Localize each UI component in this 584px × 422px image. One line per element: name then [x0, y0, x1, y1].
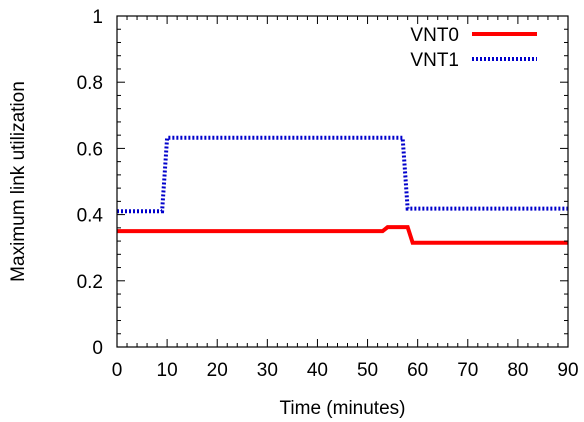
axis-ticks — [116, 15, 569, 348]
y-tick-label: 0.8 — [77, 73, 103, 94]
plot-lines — [117, 135, 568, 245]
x-tick-label: 10 — [157, 360, 178, 381]
x-tick-label: 0 — [112, 360, 123, 381]
x-tick-label: 60 — [407, 360, 428, 381]
x-tick-label: 20 — [207, 360, 228, 381]
x-tick-label: 90 — [557, 360, 578, 381]
y-tick-label: 0.2 — [77, 272, 103, 293]
x-axis-label: Time (minutes) — [280, 398, 406, 419]
legend: VNT0 VNT1 — [410, 25, 537, 71]
x-tick-label: 80 — [507, 360, 528, 381]
legend-label-vnt1: VNT1 — [410, 50, 459, 71]
y-tick-label: 0.6 — [77, 139, 103, 160]
x-tick-label: 70 — [457, 360, 478, 381]
legend-label-vnt0: VNT0 — [410, 25, 459, 46]
plot-frame — [116, 15, 569, 348]
y-axis-label: Maximum link utilization — [8, 81, 29, 282]
y-tick-label: 1 — [92, 7, 103, 28]
series-line-vnt1 — [117, 135, 568, 214]
x-tick-label: 40 — [307, 360, 328, 381]
y-tick-label: 0.4 — [77, 206, 104, 227]
x-tick-label: 30 — [257, 360, 278, 381]
y-tick-label: 0 — [92, 338, 103, 359]
tick-labels: 0 10 20 30 40 50 60 70 80 90 0 0.2 0.4 0.6 0.8 1 — [77, 7, 579, 381]
x-tick-label: 50 — [357, 360, 378, 381]
series-line-vnt0 — [117, 225, 568, 245]
